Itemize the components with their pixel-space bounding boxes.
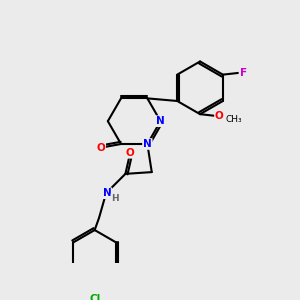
- Text: N: N: [103, 188, 111, 198]
- Text: N: N: [156, 116, 165, 126]
- Text: O: O: [215, 111, 224, 121]
- Text: O: O: [96, 142, 105, 152]
- Text: Cl: Cl: [89, 294, 100, 300]
- Text: F: F: [239, 68, 247, 78]
- Text: N: N: [143, 139, 152, 149]
- Text: CH₃: CH₃: [225, 115, 242, 124]
- Text: O: O: [125, 148, 134, 158]
- Text: H: H: [111, 194, 119, 203]
